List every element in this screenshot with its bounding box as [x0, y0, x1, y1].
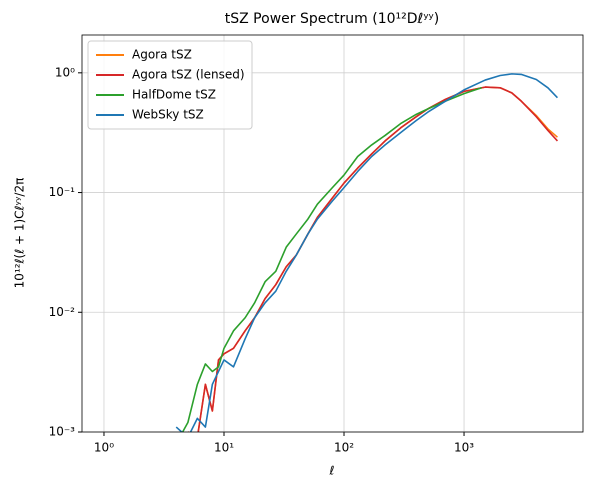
- series-line: [181, 87, 482, 432]
- series-line: [187, 86, 558, 432]
- x-tick-label: 10²: [334, 441, 354, 455]
- legend-label: WebSky tSZ: [132, 108, 204, 122]
- y-tick-label: 10⁰: [55, 65, 75, 79]
- legend-label: Agora tSZ: [132, 48, 192, 62]
- y-tick-label: 10⁻²: [49, 305, 76, 319]
- y-axis-label: 10¹²ℓ(ℓ + 1)Cℓʸʸ/2π: [13, 178, 27, 289]
- plot-area: [175, 73, 559, 432]
- legend-label: Agora tSZ (lensed): [132, 68, 245, 82]
- x-tick-label: 10⁰: [94, 441, 114, 455]
- legend-box: [87, 40, 253, 130]
- y-tick-label: 10⁻¹: [49, 185, 76, 199]
- x-axis-label: ℓ: [329, 464, 335, 478]
- legend-label: HalfDome tSZ: [132, 88, 216, 102]
- x-tick-label: 10¹: [214, 441, 234, 455]
- series-line: [187, 86, 559, 432]
- axes-frame: [81, 34, 584, 433]
- x-tick-label: 10³: [454, 441, 474, 455]
- chart-title: tSZ Power Spectrum (10¹²Dℓʸʸ): [225, 11, 439, 27]
- series-line: [175, 73, 559, 432]
- y-tick-label: 10⁻³: [49, 425, 76, 439]
